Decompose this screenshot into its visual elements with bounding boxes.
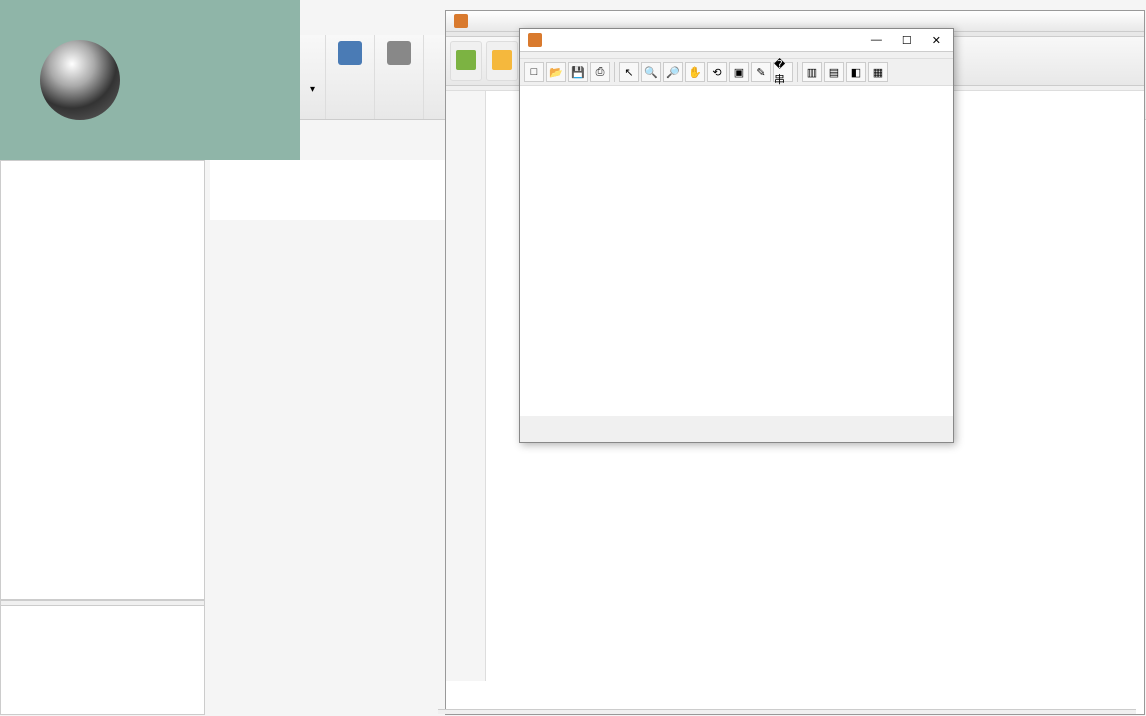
clear-btn[interactable]: ▾ [310, 83, 315, 95]
command-window[interactable] [210, 160, 450, 220]
matlab-file-icon [454, 14, 468, 28]
save-fig-icon[interactable]: 💾 [568, 62, 588, 82]
analyze-btn[interactable] [311, 39, 315, 43]
avatar-card [0, 0, 300, 160]
new-fig-icon[interactable]: □ [524, 62, 544, 82]
zoomout-icon[interactable]: 🔎 [663, 62, 683, 82]
link-icon[interactable]: �串 [773, 62, 793, 82]
detail-panel [0, 600, 205, 715]
minimize-btn[interactable]: — [867, 34, 886, 47]
avatar-image [40, 40, 120, 120]
pan-icon[interactable]: ✋ [685, 62, 705, 82]
rotate-icon[interactable]: ⟲ [707, 62, 727, 82]
zoomin-icon[interactable]: 🔍 [641, 62, 661, 82]
simulink-btn[interactable] [336, 39, 364, 69]
figure-titlebar[interactable]: — ☐ ✕ [520, 29, 953, 52]
file-browser[interactable] [0, 160, 205, 600]
plottools-icon[interactable]: ▦ [868, 62, 888, 82]
new-btn[interactable] [450, 41, 482, 81]
figure-menubar[interactable] [520, 52, 953, 59]
dock-icon[interactable]: ◧ [846, 62, 866, 82]
close-btn[interactable]: ✕ [928, 34, 945, 47]
brush-icon[interactable]: ✎ [751, 62, 771, 82]
detail-body [1, 606, 204, 666]
figure-icon [528, 33, 542, 47]
open-fig-icon[interactable]: 📂 [546, 62, 566, 82]
maximize-btn[interactable]: ☐ [898, 34, 916, 47]
layout-btn[interactable] [385, 39, 413, 69]
pointer-icon[interactable]: ↖ [619, 62, 639, 82]
figure-toolbar[interactable]: □ 📂 💾 ⎙ ↖ 🔍 🔎 ✋ ⟲ ▣ ✎ �串 ▥ ▤ ◧ ▦ [520, 59, 953, 86]
figure-canvas[interactable] [520, 86, 953, 416]
legend-icon[interactable]: ▤ [824, 62, 844, 82]
surface-plot [560, 116, 930, 396]
colorbar-icon[interactable]: ▥ [802, 62, 822, 82]
figure-window: — ☐ ✕ □ 📂 💾 ⎙ ↖ 🔍 🔎 ✋ ⟲ ▣ ✎ �串 ▥ ▤ ◧ ▦ [519, 28, 954, 443]
open-btn[interactable] [486, 41, 518, 81]
print-icon[interactable]: ⎙ [590, 62, 610, 82]
datatip-icon[interactable]: ▣ [729, 62, 749, 82]
editor-status [438, 709, 1136, 714]
